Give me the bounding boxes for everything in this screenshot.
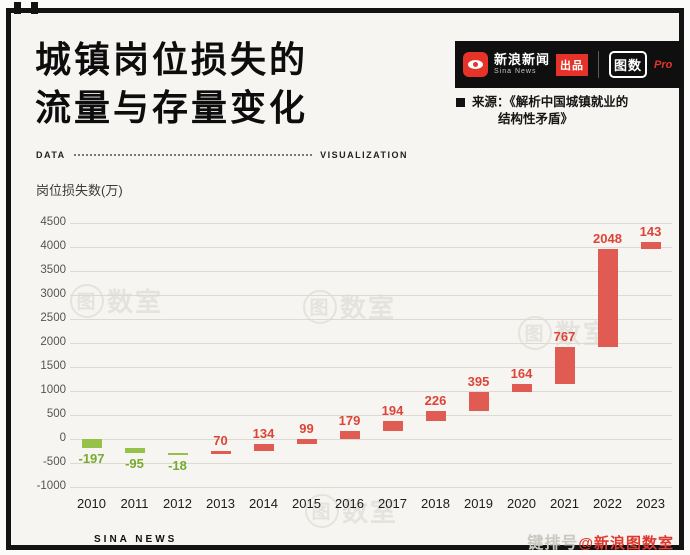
- chart-gridline: [70, 391, 672, 392]
- waterfall-bar: [81, 439, 102, 449]
- source-text: 来源：《解析中国城镇就业的 结构性矛盾》: [472, 94, 628, 128]
- y-axis-tick-label: 500: [46, 408, 66, 420]
- y-axis-tick-label: 3000: [40, 288, 66, 300]
- y-axis-tick-label: 1000: [40, 384, 66, 396]
- bar-value-label: 767: [553, 328, 576, 344]
- poster-frame: [6, 8, 684, 550]
- y-axis-tick-label: -500: [42, 456, 66, 468]
- footer-credit-handle: @新浪图数室: [578, 535, 674, 552]
- watermark: 图 数室: [305, 492, 398, 529]
- footer-sina-news: SINA NEWS: [94, 534, 178, 545]
- footer-credit-outline: 键排号: [527, 535, 579, 552]
- chart-gridline: [70, 367, 672, 368]
- y-axis-tick-label: 1500: [40, 360, 66, 372]
- sina-eye-icon: [463, 52, 488, 77]
- bar-value-label: 99: [299, 421, 314, 437]
- tushu-logo: 图数: [609, 51, 648, 78]
- waterfall-bar: [382, 421, 403, 431]
- y-axis-tick-label: 2500: [40, 312, 66, 324]
- data-visualization-divider: DATA VISUALIZATION: [36, 150, 408, 160]
- x-axis-tick-label: 2020: [507, 496, 536, 511]
- chart-gridline: [70, 487, 672, 488]
- bar-value-label: 2048: [593, 230, 622, 246]
- chart-gridline: [70, 247, 672, 248]
- bar-value-label: 395: [467, 373, 490, 389]
- page-title-line2: 流量与存量变化: [35, 87, 309, 128]
- bar-value-label: 70: [213, 432, 228, 448]
- waterfall-bar: [253, 444, 274, 451]
- waterfall-bar: [296, 439, 317, 445]
- publisher-banner: 新浪新闻 Sina News 出品 图数 Pro: [455, 41, 681, 88]
- publisher-name-block: 新浪新闻 Sina News: [494, 52, 551, 76]
- chart-gridline: [70, 343, 672, 344]
- x-axis-tick-label: 2021: [550, 496, 579, 511]
- waterfall-bar: [425, 410, 446, 422]
- x-axis-tick-label: 2014: [249, 496, 278, 511]
- corner-tick-mark: [31, 2, 38, 14]
- x-axis-tick-label: 2019: [464, 496, 493, 511]
- chart-gridline: [70, 223, 672, 224]
- source-text-line1: 来源：《解析中国城镇就业的: [472, 95, 629, 109]
- produced-by-badge: 出品: [556, 53, 589, 76]
- page-title-line1: 城镇岗位损失的: [35, 39, 309, 80]
- watermark: 图 数室: [70, 282, 163, 319]
- waterfall-bar: [640, 241, 661, 249]
- waterfall-bar: [339, 430, 360, 440]
- waterfall-bar: [167, 453, 188, 456]
- dotted-line: [73, 154, 313, 156]
- y-axis-tick-label: 4000: [40, 240, 66, 252]
- x-axis-tick-label: 2017: [378, 496, 407, 511]
- x-axis-tick-label: 2023: [636, 496, 665, 511]
- chart-gridline: [70, 271, 672, 272]
- watermark: 图 数室: [303, 288, 396, 325]
- x-axis-tick-label: 2013: [206, 496, 235, 511]
- square-bullet-icon: [456, 98, 465, 107]
- bar-value-label: 134: [252, 426, 275, 442]
- waterfall-bar: [554, 346, 575, 384]
- waterfall-bar: [597, 248, 618, 347]
- bar-value-label: 194: [381, 403, 404, 419]
- chart-gridline: [70, 295, 672, 296]
- divider: [598, 51, 600, 78]
- chart-gridline: [70, 463, 672, 464]
- bar-value-label: 143: [639, 223, 662, 239]
- y-axis-title: 岗位损失数(万): [36, 183, 123, 198]
- bar-value-label: -197: [78, 451, 105, 467]
- visualization-label: VISUALIZATION: [320, 150, 408, 160]
- y-axis-tick-label: 3500: [40, 264, 66, 276]
- y-axis-tick-label: 2000: [40, 336, 66, 348]
- x-axis-tick-label: 2022: [593, 496, 622, 511]
- data-label: DATA: [36, 150, 66, 160]
- waterfall-bar: [210, 450, 231, 454]
- x-axis-tick-label: 2010: [77, 496, 106, 511]
- publisher-name: 新浪新闻: [494, 52, 551, 67]
- source-text-line2: 结构性矛盾》: [498, 112, 574, 126]
- x-axis-tick-label: 2011: [120, 496, 149, 511]
- y-axis-tick-label: 4500: [40, 216, 66, 228]
- waterfall-bar: [124, 448, 145, 453]
- bar-value-label: 179: [338, 412, 361, 428]
- bar-value-label: -18: [168, 458, 187, 474]
- chart-gridline: [70, 415, 672, 416]
- chart-gridline: [70, 319, 672, 320]
- corner-tick-mark: [14, 2, 21, 14]
- x-axis-tick-label: 2012: [163, 496, 192, 511]
- y-axis-tick-label: -1000: [36, 480, 66, 492]
- x-axis-tick-label: 2016: [335, 496, 364, 511]
- source-citation: 来源：《解析中国城镇就业的 结构性矛盾》: [456, 94, 678, 128]
- bar-value-label: 164: [510, 365, 533, 381]
- waterfall-chart: 4500 4000 3500 3000 2500 2000 1500 1000 500 0 -500…: [36, 215, 676, 515]
- publisher-subtitle: Sina News: [494, 67, 537, 75]
- footer-credit: 键排号 @新浪图数室: [527, 529, 674, 553]
- x-axis-tick-label: 2018: [421, 496, 450, 511]
- y-axis-tick-label: 0: [59, 432, 66, 444]
- bar-value-label: -95: [125, 456, 144, 472]
- waterfall-bar: [511, 383, 532, 392]
- chart-gridline: [70, 439, 672, 440]
- x-axis-tick-label: 2015: [292, 496, 321, 511]
- pro-label: Pro: [654, 58, 673, 71]
- page-title: 城镇岗位损失的 流量与存量变化: [35, 36, 308, 132]
- bar-value-label: 226: [424, 392, 447, 408]
- waterfall-bar: [468, 391, 489, 411]
